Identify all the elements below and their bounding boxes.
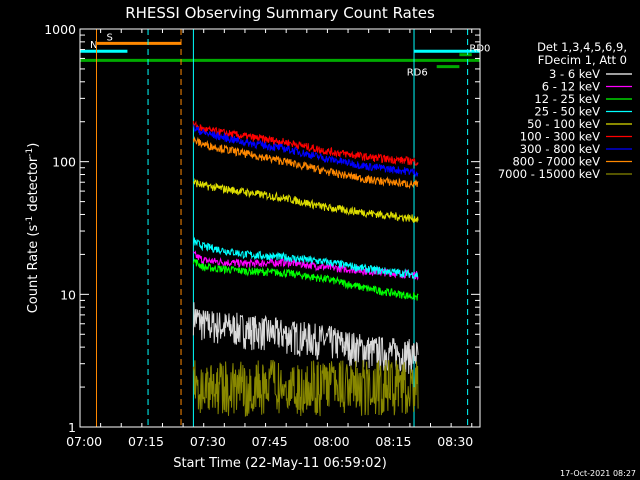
y-tick-label: 100 [52, 155, 76, 170]
x-tick-label: 08:15 [375, 434, 411, 449]
ylabel-sup: -1 [25, 216, 35, 225]
series-line [192, 136, 419, 190]
legend-entry-label: 100 - 300 keV [520, 130, 600, 144]
ylabel-sup: -1 [25, 148, 35, 157]
series-line [192, 258, 419, 301]
y-tick-label: 1000 [44, 22, 76, 37]
legend-entry-label: 7000 - 15000 keV [498, 167, 600, 181]
x-tick-label: 07:15 [128, 434, 164, 449]
flag-label: S [106, 32, 112, 43]
series-line [192, 124, 419, 178]
series-line [192, 120, 419, 167]
x-tick-label: 08:00 [314, 434, 350, 449]
legend: Det 1,3,4,5,6,9,FDecim 1, Att 03 - 6 keV… [498, 40, 632, 181]
ylabel-part: ) [26, 143, 41, 148]
flag-label: RD6 [407, 68, 428, 79]
legend-entry-label: 800 - 7000 keV [512, 155, 600, 169]
legend-entry-label: 25 - 50 keV [534, 105, 600, 119]
legend-header: Det 1,3,4,5,6,9, [537, 40, 627, 54]
series-line [192, 359, 419, 417]
x-axis-label: Start Time (22-May-11 06:59:02) [173, 456, 387, 471]
chart-title: RHESSI Observing Summary Count Rates [125, 4, 435, 22]
y-tick-label: 10 [60, 287, 76, 302]
y-axis-label: Count Rate (s-1 detector-1) [25, 143, 41, 314]
ylabel-part: detector [26, 156, 41, 216]
legend-header: FDecim 1, Att 0 [538, 53, 627, 67]
x-tick-label: 07:30 [190, 434, 226, 449]
x-tick-label: 07:00 [66, 434, 102, 449]
series-line [192, 302, 419, 375]
ylabel-part: Count Rate (s [26, 225, 41, 314]
legend-entry-label: 50 - 100 keV [527, 117, 600, 131]
legend-entry-label: 12 - 25 keV [534, 92, 600, 106]
y-tick-label: 1 [68, 420, 76, 435]
x-tick-label: 07:45 [252, 434, 288, 449]
legend-entry-label: 300 - 800 keV [520, 142, 600, 156]
plot-frame [79, 28, 481, 428]
legend-entry-label: 3 - 6 keV [549, 67, 600, 81]
x-tick-label: 08:30 [437, 434, 473, 449]
series-line [192, 236, 419, 280]
vertical-markers [95, 29, 469, 427]
y-axis: 1 10 100 1000 [44, 22, 480, 435]
series-line [192, 250, 419, 281]
series-line [193, 178, 419, 224]
flag-label: N [90, 40, 97, 51]
timestamp: 17-Oct-2021 08:27 [560, 469, 636, 478]
series-lines [192, 120, 419, 417]
x-axis: 07:00 07:15 07:30 07:45 08:00 08:15 08:30 [66, 29, 473, 449]
legend-entry-label: 6 - 12 keV [542, 80, 600, 94]
